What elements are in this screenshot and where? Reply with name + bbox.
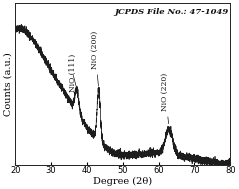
Text: JCPDS File No.: 47-1049: JCPDS File No.: 47-1049 bbox=[114, 8, 228, 16]
Text: NiO (111): NiO (111) bbox=[69, 53, 76, 92]
Text: NiO (220): NiO (220) bbox=[161, 73, 169, 124]
X-axis label: Degree (2θ): Degree (2θ) bbox=[93, 176, 152, 186]
Y-axis label: Counts (a.u.): Counts (a.u.) bbox=[4, 52, 12, 116]
Text: NiO (200): NiO (200) bbox=[91, 31, 99, 86]
